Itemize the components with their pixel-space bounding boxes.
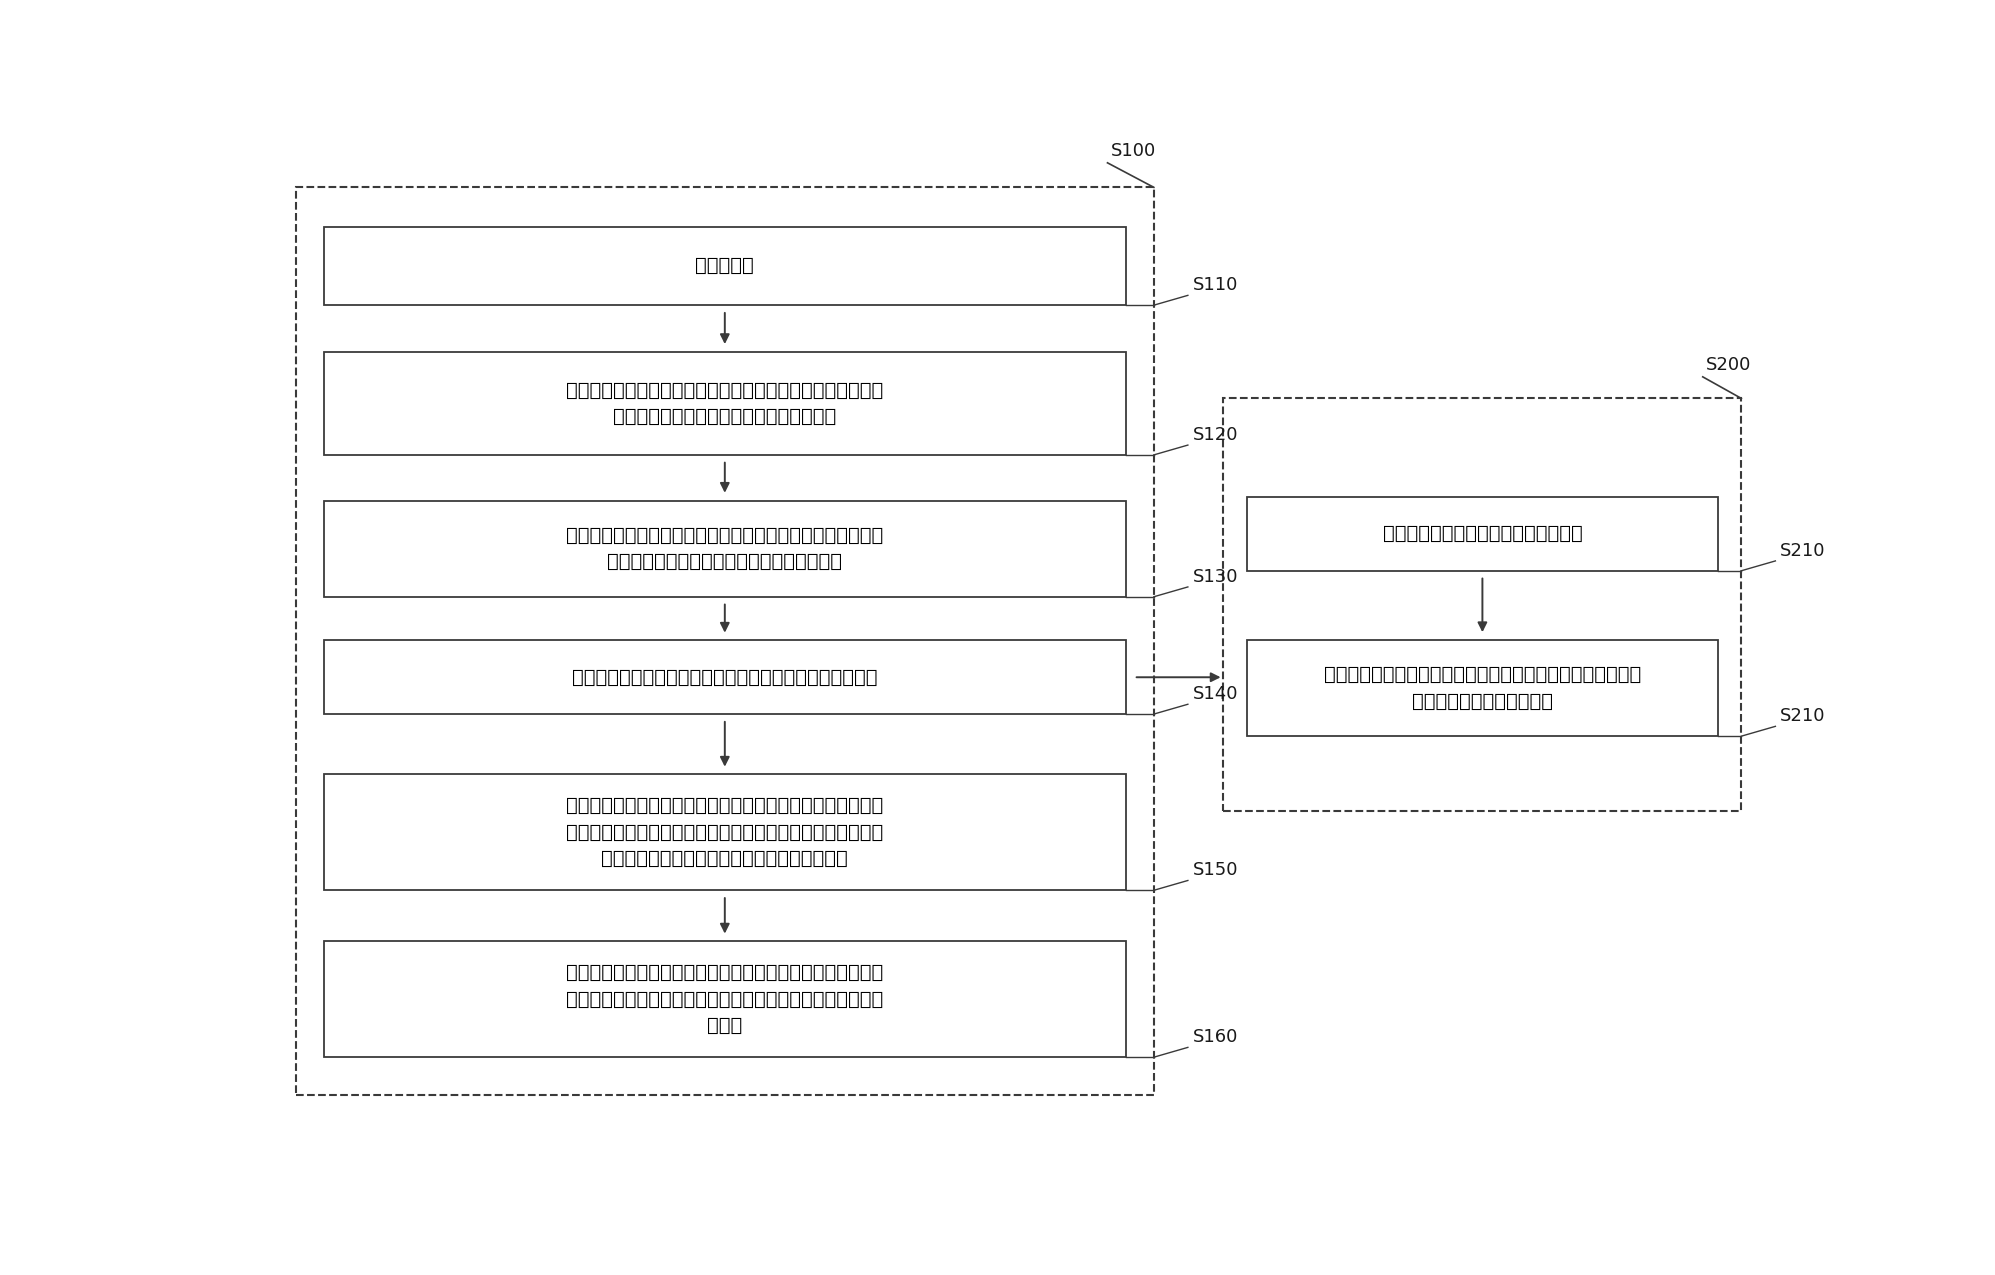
Bar	[323, 352, 1125, 455]
Bar	[323, 501, 1125, 597]
Text: S120: S120	[1193, 426, 1239, 444]
Text: S150: S150	[1193, 862, 1239, 880]
Text: 根据特征能够判断样本类别的样本数量，确定证据的可靠性: 根据特征能够判断样本类别的样本数量，确定证据的可靠性	[573, 668, 878, 687]
Text: S210: S210	[1780, 708, 1825, 725]
Text: S200: S200	[1706, 356, 1752, 374]
Text: 响应于数据分类请求，获取待分类数据: 响应于数据分类请求，获取待分类数据	[1383, 524, 1582, 543]
Bar	[323, 227, 1125, 305]
Bar	[295, 187, 1153, 1095]
Text: S100: S100	[1111, 142, 1155, 159]
Text: 获取数据集: 获取数据集	[696, 256, 754, 275]
Bar	[323, 774, 1125, 890]
Text: 对训练集中的样本执行证据获取，得到样本的特征、第一特征
参考值、第一信度矩阵及证据中的至少一种: 对训练集中的样本执行证据获取，得到样本的特征、第一特征 参考值、第一信度矩阵及证…	[567, 381, 884, 426]
Text: 对待分类数据采用基于证据推理规则的目标分类器进行分类，
得到待分类数据的分类结果: 对待分类数据采用基于证据推理规则的目标分类器进行分类， 得到待分类数据的分类结果	[1325, 666, 1642, 710]
Text: S110: S110	[1193, 277, 1237, 295]
Text: S130: S130	[1193, 567, 1239, 586]
Bar	[323, 941, 1125, 1057]
Bar	[1247, 640, 1718, 736]
Bar	[1223, 398, 1742, 811]
Text: 根据第二特征参考值构建第二信度矩阵，通过第二信度矩阵对
测试集及验证集执行证据激活及证据细合处理，得到每个样本
的类别预测结果，通过预测结果确定初始分类器: 根据第二特征参考值构建第二信度矩阵，通过第二信度矩阵对 测试集及验证集执行证据激…	[567, 797, 884, 868]
Text: 根据预测结果计算优化目标函数的目标函数值，根据目标函数
值对证据权重进行优化，根据预测结果及目标函数值得到目标
分类器: 根据预测结果计算优化目标函数的目标函数值，根据目标函数 值对证据权重进行优化，根…	[567, 964, 884, 1035]
Text: 根据第一信度矩阵构建优化目标函数，通过优化目标函数对第
一特征参考值进行优化，得到第二特征参考值: 根据第一信度矩阵构建优化目标函数，通过优化目标函数对第 一特征参考值进行优化，得…	[567, 525, 884, 571]
Bar	[1247, 497, 1718, 571]
Text: S210: S210	[1780, 542, 1825, 560]
Text: S140: S140	[1193, 685, 1239, 704]
Text: S160: S160	[1193, 1029, 1237, 1047]
Bar	[323, 640, 1125, 714]
